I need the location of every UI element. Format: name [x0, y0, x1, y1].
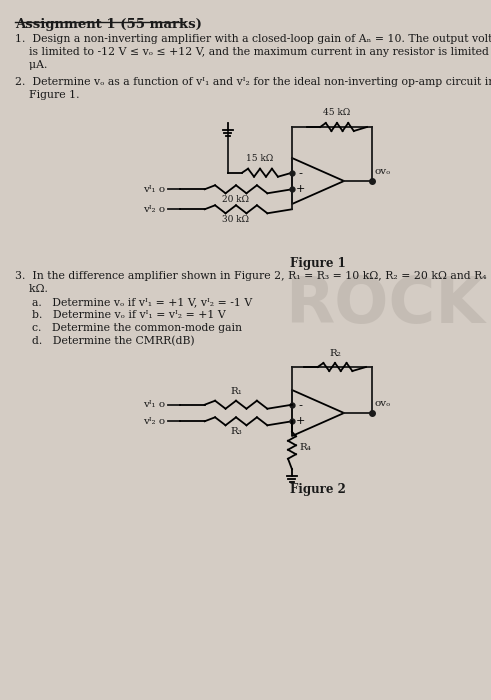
Text: ovₒ: ovₒ [375, 167, 391, 176]
Text: kΩ.: kΩ. [15, 284, 48, 294]
Text: Assignment 1 (55 marks): Assignment 1 (55 marks) [15, 18, 202, 31]
Text: R₃: R₃ [230, 427, 242, 436]
Text: -: - [298, 400, 302, 410]
Text: R₁: R₁ [230, 386, 242, 395]
Text: R₂: R₂ [329, 349, 341, 358]
Text: ovₒ: ovₒ [375, 399, 391, 408]
Text: 15 kΩ: 15 kΩ [246, 154, 273, 162]
Text: 30 kΩ: 30 kΩ [222, 216, 249, 224]
Text: 3.  In the difference amplifier shown in Figure 2, R₁ = R₃ = 10 kΩ, R₂ = 20 kΩ a: 3. In the difference amplifier shown in … [15, 271, 491, 281]
Text: Figure 1: Figure 1 [290, 257, 346, 270]
Text: +: + [295, 416, 305, 426]
Text: vᴵ₁ o: vᴵ₁ o [143, 400, 165, 410]
Text: is limited to -12 V ≤ vₒ ≤ +12 V, and the maximum current in any resistor is lim: is limited to -12 V ≤ vₒ ≤ +12 V, and th… [15, 47, 491, 57]
Text: Figure 2: Figure 2 [290, 483, 346, 496]
Text: 1.  Design a non-inverting amplifier with a closed-loop gain of Aₙ = 10. The out: 1. Design a non-inverting amplifier with… [15, 34, 491, 44]
Text: vᴵ₂ o: vᴵ₂ o [143, 205, 165, 214]
Text: +: + [295, 184, 305, 195]
Text: c.   Determine the common-mode gain: c. Determine the common-mode gain [32, 323, 242, 333]
Text: R₄: R₄ [299, 443, 311, 452]
Text: b.   Determine vₒ if vᴵ₁ = vᴵ₂ = +1 V: b. Determine vₒ if vᴵ₁ = vᴵ₂ = +1 V [32, 310, 226, 320]
Text: 20 kΩ: 20 kΩ [222, 195, 249, 204]
Text: ROCK: ROCK [285, 274, 485, 336]
Text: 2.  Determine vₒ as a function of vᴵ₁ and vᴵ₂ for the ideal non-inverting op-amp: 2. Determine vₒ as a function of vᴵ₁ and… [15, 77, 491, 87]
Text: a.   Determine vₒ if vᴵ₁ = +1 V, vᴵ₂ = -1 V: a. Determine vₒ if vᴵ₁ = +1 V, vᴵ₂ = -1 … [32, 297, 252, 307]
Text: d.   Determine the CMRR(dB): d. Determine the CMRR(dB) [32, 336, 194, 346]
Text: Figure 1.: Figure 1. [15, 90, 80, 100]
Text: vᴵ₂ o: vᴵ₂ o [143, 416, 165, 426]
Text: vᴵ₁ o: vᴵ₁ o [143, 185, 165, 194]
Text: -: - [298, 168, 302, 178]
Text: 45 kΩ: 45 kΩ [324, 108, 351, 117]
Text: μA.: μA. [15, 60, 47, 70]
